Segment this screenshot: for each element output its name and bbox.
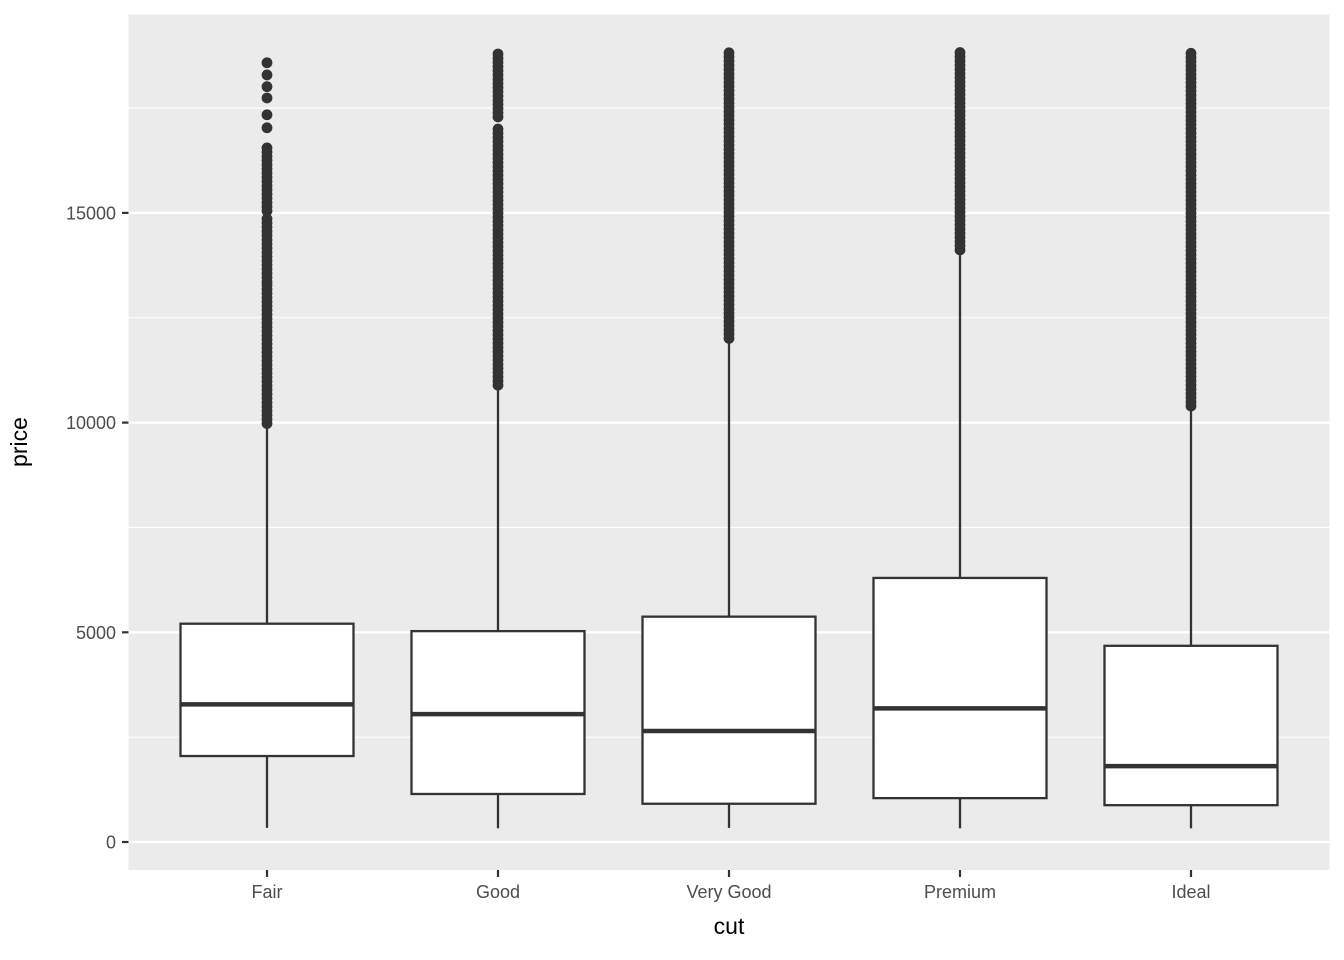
iqr-box [641,615,817,805]
x-tick-label: Premium [924,882,996,902]
outlier-dot [492,111,504,123]
outlier-dot [261,81,273,93]
iqr-box [872,576,1048,800]
outliers-good [492,48,504,391]
iqr-box [179,622,355,758]
box-fair [179,425,355,828]
y-tick-label: 0 [106,833,116,853]
outlier-dot [261,205,273,217]
outliers-fair [261,57,273,429]
x-tick-label: Very Good [686,882,771,902]
x-tick-label: Fair [252,882,283,902]
outlier-dot [261,122,273,134]
outlier-dot [723,332,735,344]
outliers-premium [954,47,966,256]
x-tick-label: Ideal [1171,882,1210,902]
boxplots [179,248,1279,829]
box-premium [872,248,1048,829]
outlier-dot [261,57,273,69]
y-tick-label: 15000 [66,203,116,223]
outlier-dot [261,109,273,121]
box-very-good [641,336,817,828]
x-axis-title: cut [714,913,745,939]
outlier-points [261,47,1197,429]
outlier-dot [261,69,273,81]
y-tick-label: 10000 [66,413,116,433]
outlier-dot [492,379,504,391]
axis-ticks-and-labels: 0 5000 10000 15000 Fair Good Very Good Premium I… [66,203,1211,902]
x-tick-label: Good [476,882,520,902]
outliers-ideal [1185,47,1197,412]
outlier-dot [1185,400,1197,412]
outlier-dot [261,418,273,429]
box-good [410,389,586,829]
box-ideal [1103,406,1279,829]
y-axis-title: price [6,417,32,467]
iqr-box [1103,644,1279,807]
outliers-very-good [723,47,735,344]
y-tick-label: 5000 [76,623,116,643]
outlier-dot [954,244,966,256]
outlier-dot [261,92,273,104]
